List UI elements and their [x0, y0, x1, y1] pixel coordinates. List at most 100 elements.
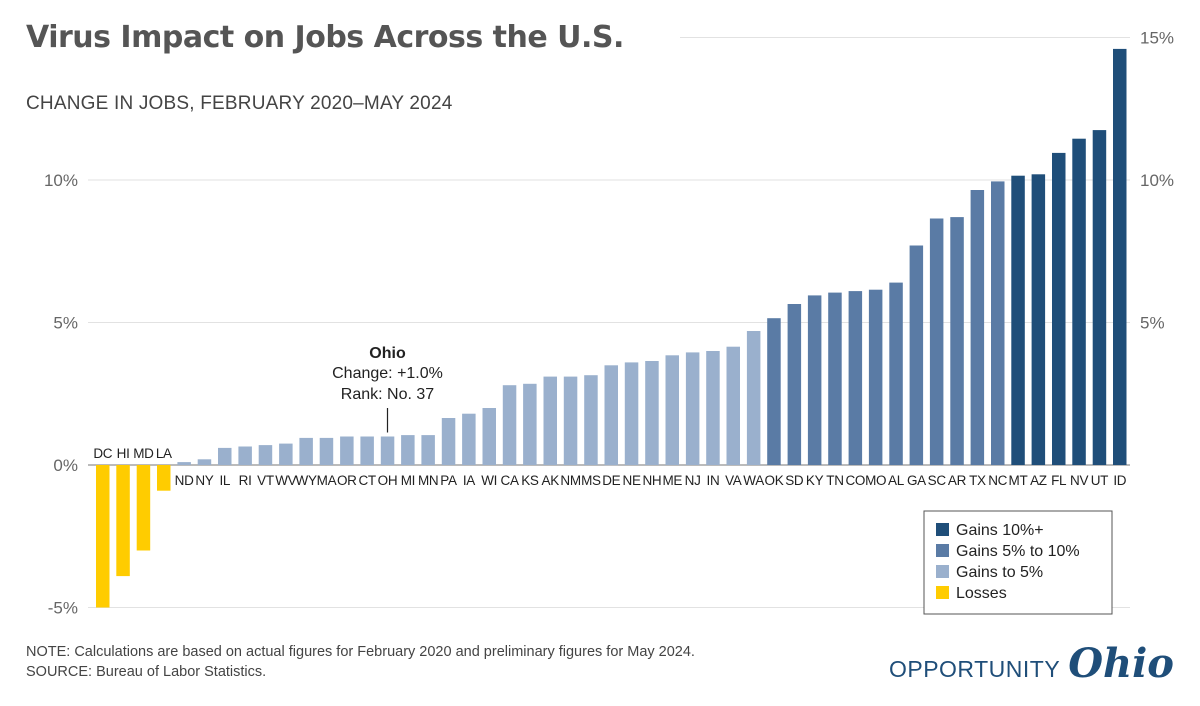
ohio-callout-rank: Rank: No. 37 [341, 386, 434, 403]
left-tick-label: 10% [44, 171, 78, 190]
category-label: CT [358, 473, 375, 488]
legend-swatch [936, 586, 949, 599]
bar-ca [502, 385, 517, 465]
category-label: RI [239, 473, 252, 488]
source-text: SOURCE: Bureau of Labor Statistics. [26, 664, 267, 680]
bar-az [1031, 174, 1046, 466]
category-label: OH [378, 473, 398, 488]
bar-wi [482, 408, 496, 465]
category-label: MN [418, 473, 438, 488]
category-label: LA [156, 446, 172, 461]
chart-title: Virus Impact on Jobs Across the U.S. [26, 20, 624, 55]
bar-la [157, 465, 171, 491]
bar-nm [563, 376, 578, 465]
category-label: WI [481, 473, 497, 488]
note-text: NOTE: Calculations are based on actual f… [26, 644, 695, 660]
category-label: HI [117, 446, 130, 461]
category-label: TN [826, 473, 843, 488]
category-label: WV [275, 473, 296, 488]
bar-ky [807, 295, 822, 465]
bar-ny [197, 459, 212, 465]
category-label: IA [463, 473, 475, 488]
bar-ia [462, 413, 476, 465]
category-label: KY [806, 473, 824, 488]
bar-ga [909, 245, 924, 465]
category-label: IN [707, 473, 720, 488]
bar-ct [360, 436, 374, 465]
bar-nc [991, 181, 1005, 465]
category-label: TX [969, 473, 986, 488]
bar-pa [441, 418, 456, 465]
bar-nv [1072, 138, 1086, 465]
bar-oh [380, 436, 395, 465]
category-label: AL [888, 473, 905, 488]
category-label: ID [1113, 473, 1126, 488]
category-label: VT [257, 473, 274, 488]
chart-subtitle: CHANGE IN JOBS, FEBRUARY 2020–MAY 2024 [26, 93, 453, 114]
category-label: MD [133, 446, 154, 461]
bar-wy [299, 437, 313, 465]
bar-ms [584, 375, 598, 465]
category-label: DC [93, 446, 112, 461]
bar-in [706, 351, 720, 465]
bar-ma [319, 437, 334, 465]
bar-ar [950, 217, 964, 465]
category-label: KS [521, 473, 539, 488]
bar-sd [787, 304, 802, 465]
category-label: SC [928, 473, 947, 488]
right-tick-label: 5% [1140, 314, 1165, 333]
category-label: AR [948, 473, 967, 488]
legend-swatch [936, 565, 949, 578]
bar-nd [177, 462, 191, 465]
bar-md [136, 465, 151, 551]
bar-il [218, 447, 232, 465]
bar-dc [96, 465, 110, 608]
bar-ri [238, 446, 252, 465]
category-label: GA [907, 473, 926, 488]
bar-wa [746, 331, 761, 465]
bar-sc [929, 218, 944, 465]
bar-ok [767, 318, 781, 465]
category-label: OR [337, 473, 357, 488]
footnote: NOTE: Calculations are based on actual f… [26, 642, 695, 682]
category-label: FL [1051, 473, 1067, 488]
bar-fl [1052, 152, 1066, 465]
bar-va [726, 346, 740, 465]
bar-nh [645, 361, 659, 465]
category-label: MS [581, 473, 601, 488]
legend-label: Gains to 5% [956, 564, 1043, 581]
legend-box [923, 510, 1113, 615]
category-label: ND [175, 473, 194, 488]
bar-tx [970, 190, 985, 465]
right-tick-label: 10% [1140, 171, 1174, 190]
bar-ne [624, 362, 639, 465]
bar-de [604, 365, 618, 466]
bar-nj [685, 352, 700, 465]
category-label: UT [1091, 473, 1108, 488]
legend-label: Gains 5% to 10% [956, 543, 1080, 560]
bar-al [889, 282, 903, 465]
category-label: NC [988, 473, 1007, 488]
category-label: WY [296, 473, 317, 488]
bar-tn [828, 292, 842, 465]
bar-mi [401, 435, 415, 465]
logo-word-opportunity: OPPORTUNITY [888, 656, 1061, 682]
legend-label: Losses [956, 585, 1007, 602]
category-label: MA [317, 473, 337, 488]
bar-vt [258, 445, 273, 465]
opportunity-ohio-logo: OPPORTUNITY Ohio [889, 640, 1174, 687]
category-label: NY [195, 473, 213, 488]
category-label: PA [440, 473, 457, 488]
category-label: MI [401, 473, 415, 488]
category-label: WA [743, 473, 764, 488]
bar-hi [116, 465, 130, 577]
bar-id [1113, 48, 1127, 466]
ohio-callout-title: Ohio [369, 345, 406, 362]
bar-mt [1011, 175, 1025, 465]
category-label: CA [501, 473, 519, 488]
legend-swatch [936, 544, 949, 557]
left-tick-label: -5% [48, 599, 78, 618]
category-label: MO [865, 473, 886, 488]
bar-mo [868, 289, 883, 465]
